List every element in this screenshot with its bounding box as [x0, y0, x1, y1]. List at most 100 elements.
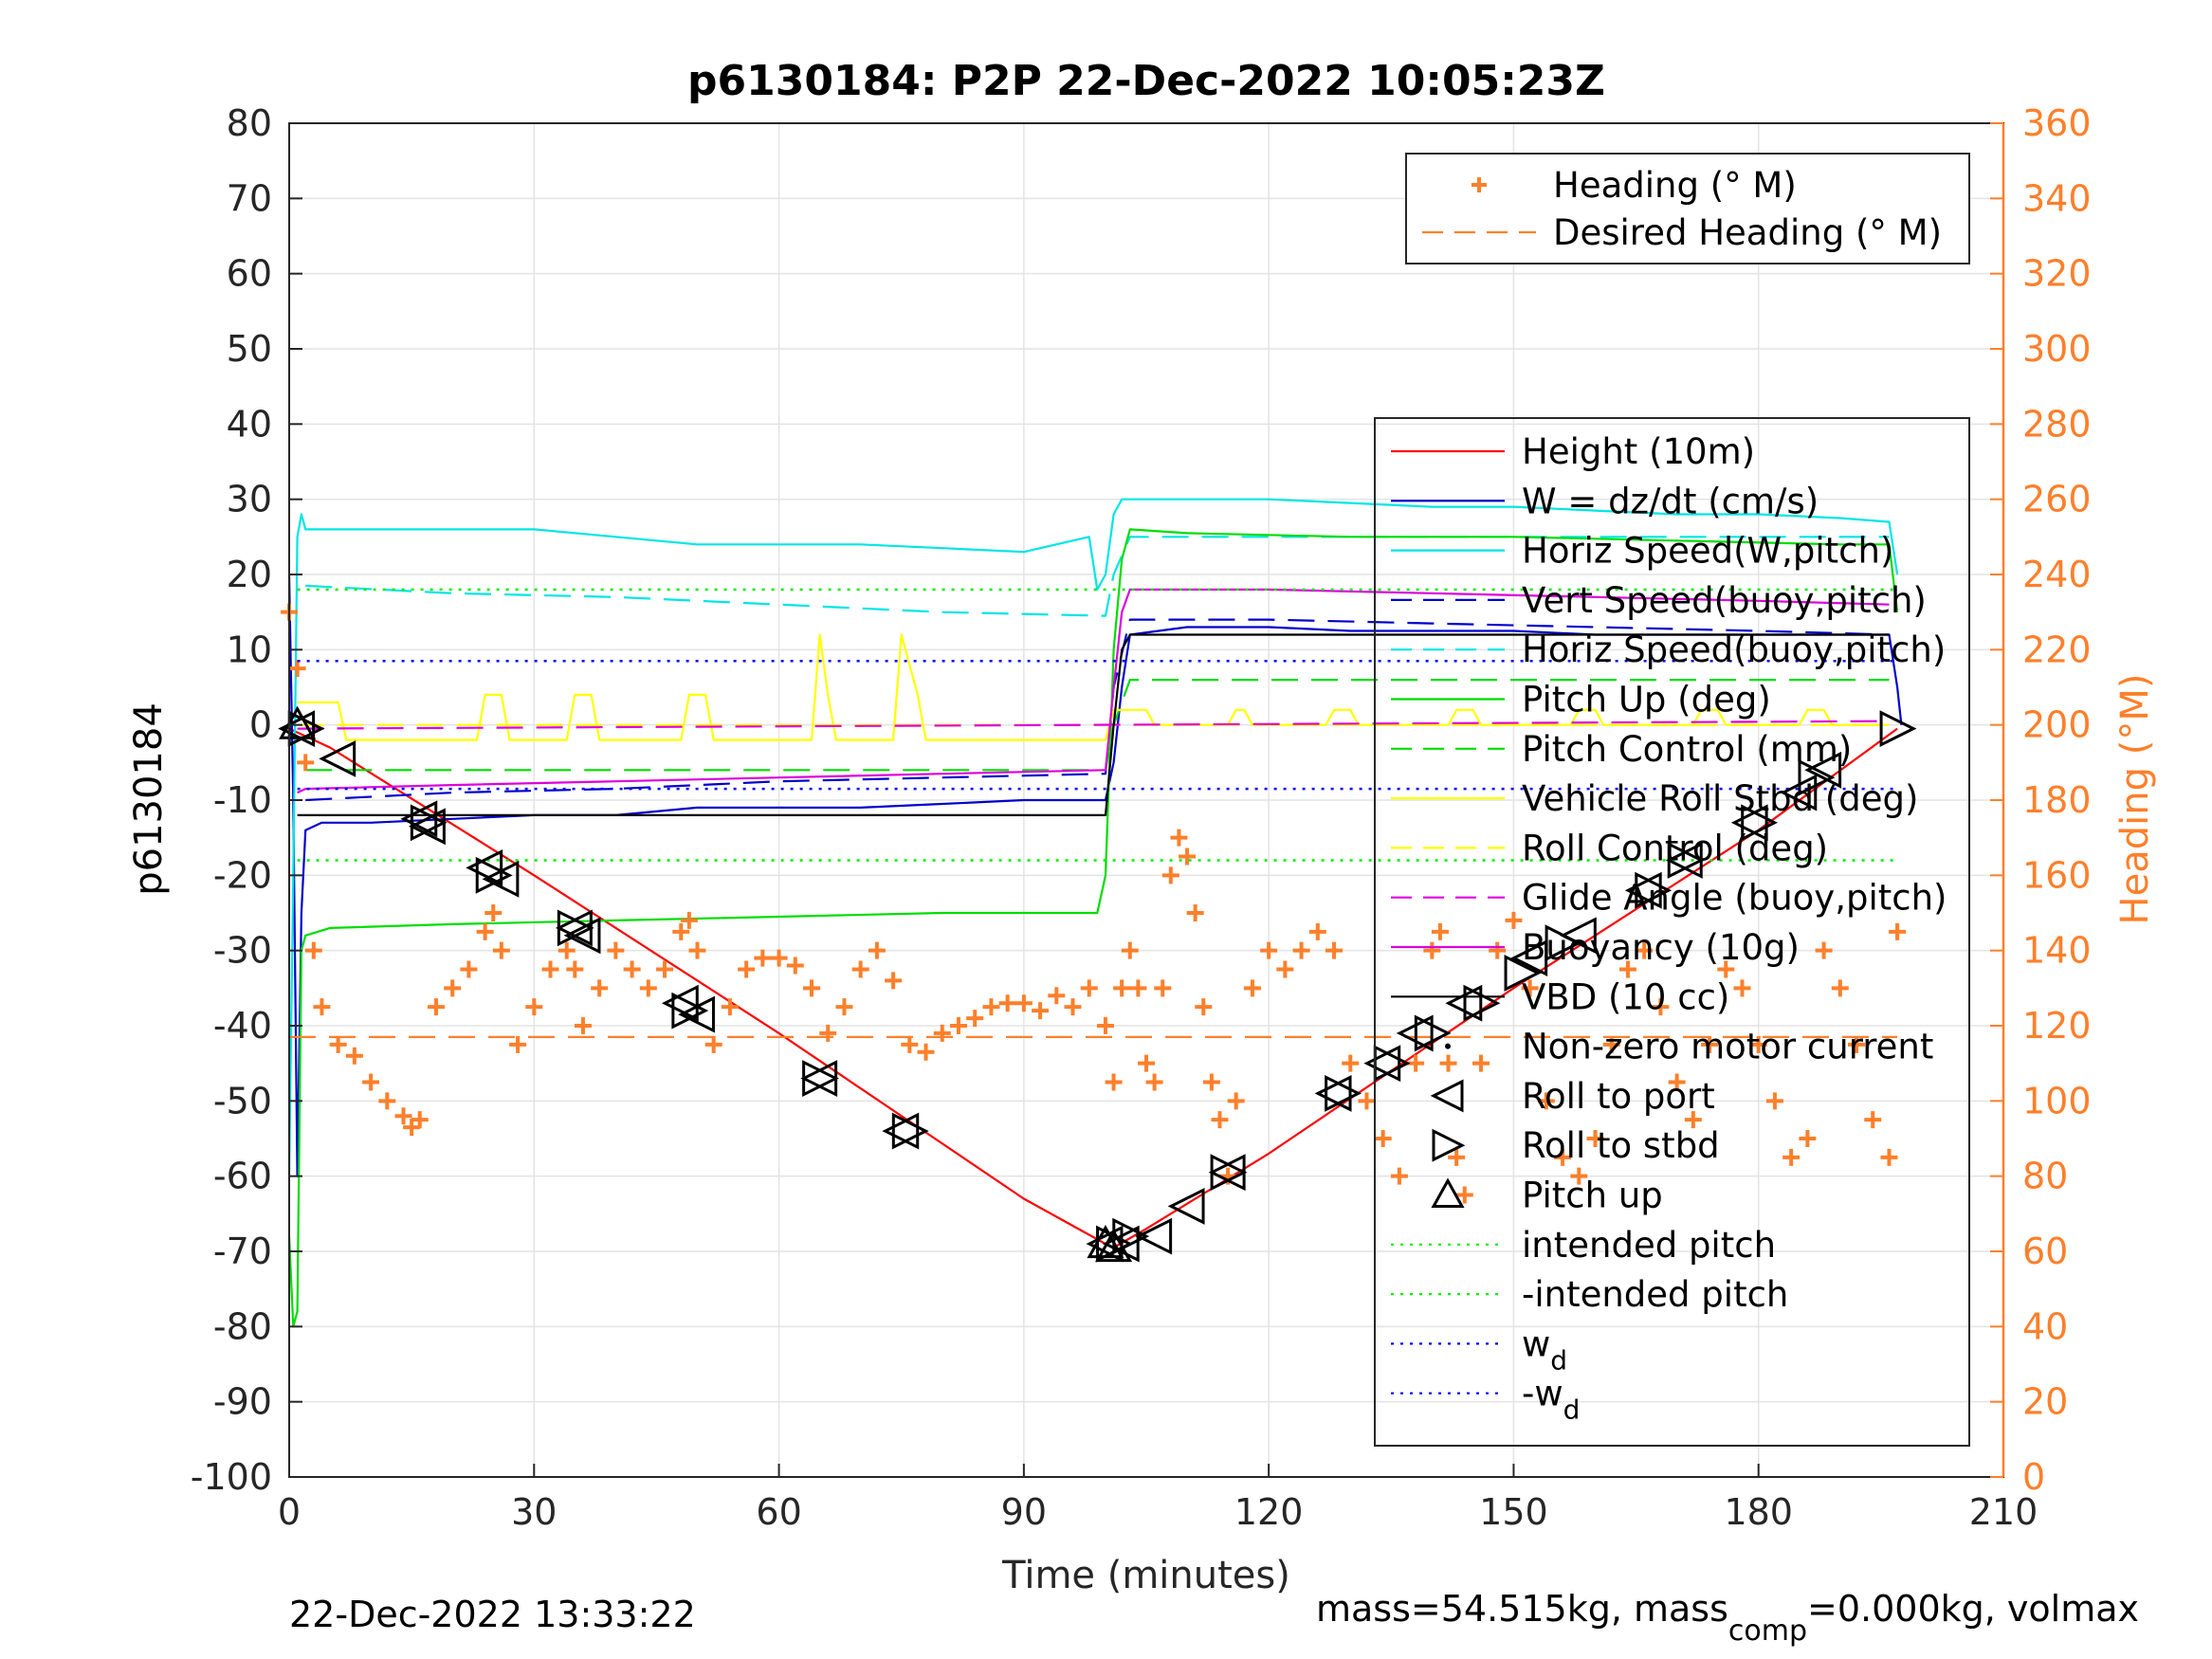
y-tick-label-right: 280: [2022, 403, 2092, 445]
legend-label-text: Non-zero motor current: [1522, 1027, 1933, 1067]
heading-point: [1179, 848, 1197, 866]
heading-point: [738, 960, 756, 978]
heading-point: [1618, 960, 1636, 978]
roll-to-port-marker: [563, 917, 601, 955]
series-vbd-10-cc-line: [297, 633, 1890, 817]
roll-to-stbd-marker: [1325, 1074, 1362, 1112]
legend-swatch: [1431, 1177, 1465, 1208]
roll-to-stbd-marker: [1414, 1014, 1452, 1052]
heading-point: [1227, 1092, 1245, 1110]
roll-to-port-marker: [409, 808, 446, 846]
heading-point: [1342, 1054, 1360, 1072]
heading-point: [1145, 1073, 1163, 1091]
heading-point: [1668, 1073, 1686, 1091]
heading-point: [566, 960, 584, 978]
legend-label-text: Roll to port: [1522, 1076, 1715, 1117]
legend-label: -wd: [1522, 1374, 1580, 1426]
y-tick-label-left: 60: [227, 253, 272, 295]
legend-label-text: Roll to stbd: [1522, 1125, 1720, 1166]
roll-to-stbd-marker: [1879, 710, 1917, 748]
footer-mass: mass=54.515kg, masscomp=0.000kg, volmax: [1316, 1588, 2139, 1648]
legend-label-text: VBD (10 cc): [1522, 976, 1729, 1017]
heading-point: [492, 941, 510, 959]
legend-label: Roll Control (deg): [1522, 828, 1828, 868]
legend-label-text: Height (10m): [1522, 431, 1755, 472]
legend-label: Roll to port: [1522, 1076, 1715, 1117]
legend-entry: Roll to port: [1430, 1076, 1715, 1117]
heading-point: [1521, 979, 1539, 997]
legend-label: -intended pitch: [1522, 1274, 1788, 1315]
heading-point: [1105, 1073, 1123, 1091]
heading-point: [1390, 1167, 1408, 1185]
x-tick-label: 180: [1724, 1491, 1793, 1533]
roll-to-stbd-marker: [1504, 955, 1542, 992]
heading-point: [297, 754, 315, 772]
y-tick-label-left: 50: [227, 328, 272, 370]
heading-point: [484, 904, 503, 921]
heading-point: [1684, 1111, 1702, 1129]
series-glide-angle-buoy-pitch-line: [297, 720, 1890, 730]
roll-to-port-marker: [1624, 871, 1662, 909]
heading-point: [851, 960, 869, 978]
y-tick-label-right: 100: [2022, 1080, 2092, 1121]
heading-point: [378, 1092, 396, 1110]
heading-point: [1701, 1035, 1719, 1053]
y-tick-label-right: 140: [2022, 930, 2092, 972]
heading-point: [1799, 1130, 1817, 1147]
legend-entry: -intended pitch: [1391, 1274, 1788, 1315]
legend-swatch: [1472, 177, 1487, 192]
heading-point: [313, 998, 331, 1016]
heading-point: [345, 1047, 363, 1065]
legend-label-text: Horiz Speed(buoy,pitch): [1522, 629, 1946, 670]
legend-main-box: [1374, 417, 1970, 1447]
heading-point: [949, 1017, 967, 1034]
heading-point: [1448, 1148, 1466, 1166]
heading-point: [1864, 1111, 1882, 1129]
y-axis-label-right: Heading (°M): [2113, 674, 2157, 925]
roll-to-port-marker: [1135, 1217, 1173, 1255]
legend-entry: Roll Control (deg): [1391, 828, 1828, 868]
heading-point: [1080, 979, 1098, 997]
heading-point: [1602, 1035, 1620, 1053]
roll-to-stbd-marker: [1210, 1154, 1248, 1192]
legend-label: Vehicle Roll Stbd (deg): [1522, 778, 1918, 819]
roll-to-stbd-marker: [671, 992, 709, 1030]
roll-to-stbd-marker: [1798, 758, 1836, 796]
legend-entry: Pitch Control (mm): [1391, 729, 1852, 770]
y-tick-label-right: 260: [2022, 479, 2092, 520]
x-axis-label: Time (minutes): [1001, 1554, 1290, 1597]
y-tick-label-right: 120: [2022, 1005, 2092, 1047]
roll-to-stbd-marker: [1112, 1217, 1150, 1255]
heading-point: [1889, 922, 1907, 940]
heading-point: [721, 998, 739, 1016]
heading-point: [509, 1035, 527, 1053]
heading-point: [1161, 866, 1179, 884]
legend-label: W = dz/dt (cm/s): [1522, 481, 1819, 521]
legend-heading-box: [1405, 153, 1970, 264]
legend-label: Pitch Control (mm): [1522, 729, 1852, 770]
legend-label-subscript: d: [1550, 1344, 1567, 1376]
heading-point: [1276, 960, 1294, 978]
heading-point: [786, 957, 804, 975]
y-tick-label-left: -30: [213, 930, 272, 972]
heading-point: [1439, 1054, 1457, 1072]
legend-entry: Horiz Speed(W,pitch): [1391, 531, 1893, 572]
heading-point: [656, 960, 674, 978]
roll-to-stbd-marker: [1463, 984, 1501, 1022]
legend-label-text: intended pitch: [1522, 1225, 1776, 1266]
heading-point: [1831, 979, 1849, 997]
legend-label: Pitch Up (deg): [1522, 680, 1771, 720]
x-tick-label: 150: [1479, 1491, 1548, 1533]
y-tick-label-right: 180: [2022, 779, 2092, 821]
y-tick-label-left: -40: [213, 1005, 272, 1047]
y-tick-label-right: 60: [2022, 1231, 2068, 1272]
y-tick-label-left: -10: [213, 779, 272, 821]
x-tick-label: 0: [278, 1491, 301, 1533]
legend-label-text: Horiz Speed(W,pitch): [1522, 531, 1893, 572]
footer-mass-main: mass=54.515kg, mass: [1316, 1588, 1728, 1630]
heading-point: [1554, 1148, 1572, 1166]
legend-label: Buoyancy (10g): [1522, 927, 1800, 968]
legend-label-text: Vehicle Roll Stbd (deg): [1522, 778, 1918, 819]
heading-point: [680, 911, 698, 929]
roll-to-port-marker: [1314, 1074, 1352, 1112]
